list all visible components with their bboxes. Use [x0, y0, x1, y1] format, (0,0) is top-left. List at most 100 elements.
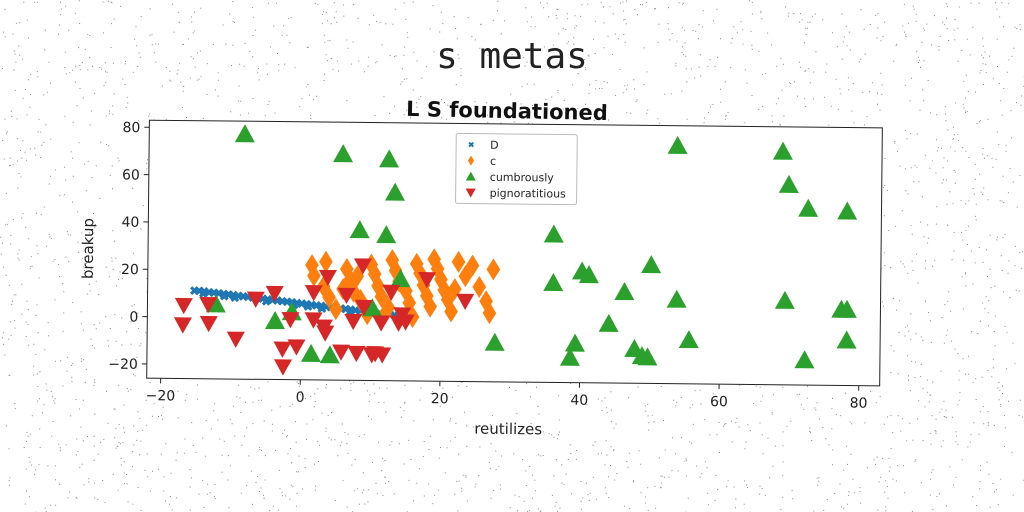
legend: Dc cumbrously pignoratitious [455, 132, 578, 206]
data-point [337, 287, 356, 305]
data-point [281, 312, 300, 329]
data-point [641, 255, 662, 274]
data-point [479, 290, 493, 313]
data-point [307, 264, 321, 287]
data-point [339, 258, 354, 281]
legend-box [455, 132, 578, 206]
data-point [329, 298, 343, 321]
data-point [437, 279, 452, 302]
data-point [287, 339, 306, 356]
data-point [678, 330, 699, 349]
data-point [772, 141, 793, 160]
data-point [374, 285, 389, 308]
figure-title: s metas [436, 36, 588, 77]
data-point [778, 174, 799, 193]
y-tick-label: 60 [122, 167, 140, 183]
data-point [234, 124, 255, 143]
plot-area: −20 0 20 40 60 80 −20 0 20 40 60 80 [108, 119, 883, 412]
data-point [472, 275, 487, 298]
x-axis-label: reutilizes [474, 420, 542, 439]
data-point [837, 201, 858, 220]
data-point [265, 285, 284, 303]
data-point [318, 269, 337, 287]
data-point [319, 345, 340, 364]
data-point [598, 313, 619, 332]
legend-marker [465, 188, 476, 198]
data-points [173, 124, 858, 376]
data-point [316, 325, 335, 342]
data-point [367, 263, 382, 286]
x-tick-label: 20 [431, 391, 449, 407]
data-point [543, 273, 564, 292]
data-point [219, 291, 229, 301]
data-point [226, 331, 245, 348]
data-point [667, 135, 688, 154]
data-point [444, 300, 458, 323]
data-point [836, 330, 857, 349]
data-point [451, 250, 466, 273]
x-tick-label: 40 [570, 393, 588, 409]
data-point [388, 259, 403, 282]
data-point [393, 307, 412, 324]
data-point [666, 289, 687, 308]
data-point [300, 343, 321, 362]
data-point [372, 315, 391, 332]
y-axis: −20 0 20 40 60 80 [108, 120, 150, 373]
data-point [350, 265, 365, 288]
data-point [273, 341, 292, 358]
x-tick-label: 0 [296, 390, 305, 406]
data-point [465, 254, 480, 277]
data-point [305, 254, 319, 277]
data-point [418, 272, 437, 289]
x-tick-label: −20 [146, 388, 176, 404]
data-point [564, 333, 585, 352]
data-point [364, 253, 379, 276]
x-tick-label: 80 [850, 396, 868, 412]
data-point [794, 350, 815, 369]
data-point [543, 224, 564, 243]
data-point [376, 225, 397, 244]
legend-marker [465, 171, 476, 181]
y-tick-label: 20 [121, 262, 139, 278]
data-point [173, 317, 192, 334]
data-point [199, 315, 218, 333]
chart-title: L S foundationed [406, 97, 608, 125]
y-tick-label: 0 [129, 309, 138, 325]
data-point [353, 258, 372, 275]
x-tick-label: 60 [710, 394, 728, 410]
x-axis: −20 0 20 40 60 80 [146, 378, 868, 412]
data-point [246, 291, 265, 308]
data-point [456, 293, 475, 311]
legend-label: c [490, 155, 496, 168]
data-point [637, 347, 658, 366]
y-tick-label: 40 [121, 215, 139, 231]
y-axis-label: breakup [79, 218, 98, 279]
data-point [482, 302, 497, 325]
data-point [486, 258, 501, 281]
data-point [333, 144, 354, 163]
y-tick-label: −20 [108, 357, 138, 373]
data-point [836, 299, 857, 318]
legend-marker [468, 141, 474, 148]
data-point [347, 345, 366, 363]
data-point [559, 347, 580, 366]
data-point [373, 347, 392, 364]
data-point [362, 298, 383, 317]
series-4 [173, 258, 475, 376]
data-point [319, 250, 333, 273]
data-point [274, 359, 293, 376]
plot-frame [146, 119, 883, 387]
data-point [484, 332, 505, 351]
data-point [774, 290, 795, 309]
data-point [261, 296, 271, 306]
data-point [427, 248, 442, 271]
data-point [379, 149, 400, 168]
legend-label: cumbrously [490, 171, 555, 185]
data-point [303, 302, 313, 311]
legend-marker [467, 155, 475, 166]
data-point [385, 182, 406, 201]
data-point [174, 297, 193, 315]
data-point [230, 293, 240, 303]
data-point [349, 220, 370, 239]
